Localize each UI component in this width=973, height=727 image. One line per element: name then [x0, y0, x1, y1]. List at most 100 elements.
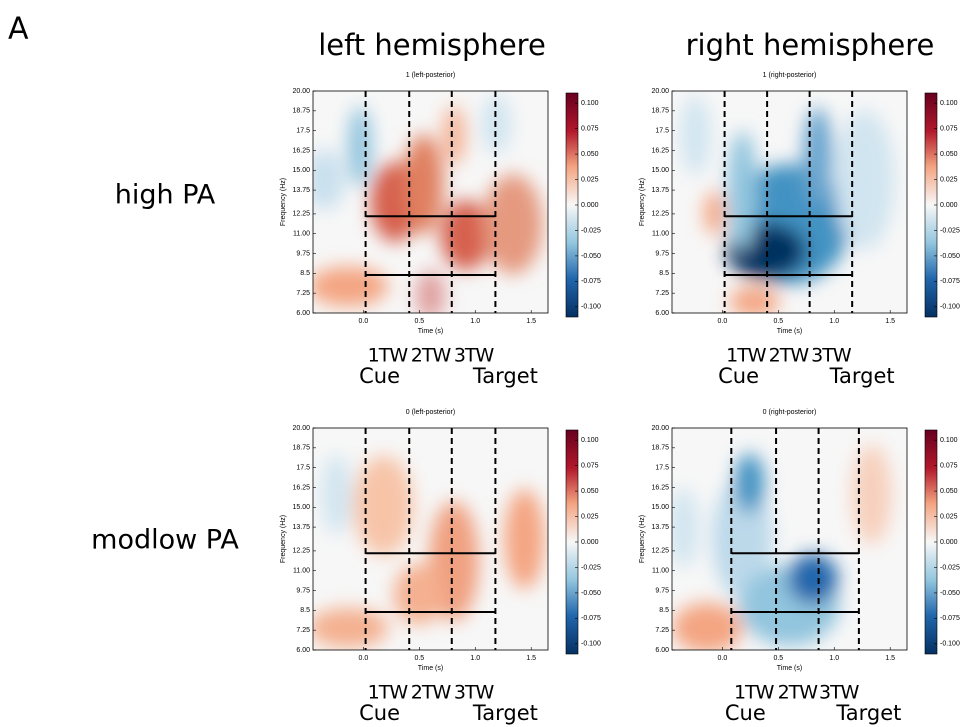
x-tick-label: 0.0	[717, 318, 727, 325]
heatmap	[672, 428, 907, 650]
colorbar-tick-label: 0.000	[581, 539, 599, 546]
y-tick-label: 6.00	[655, 310, 669, 317]
x-tick-label: 1.0	[470, 318, 480, 325]
event-label: Cue	[725, 701, 766, 725]
axes-frame	[312, 427, 549, 651]
y-tick-label: 7.25	[655, 290, 669, 297]
y-tick-label: 8.5	[659, 270, 669, 277]
x-axis-label: Time (s)	[777, 665, 802, 672]
colorbar-tick-label: 0.000	[581, 202, 599, 209]
heatmap	[313, 428, 548, 650]
y-tick-label: 13.75	[651, 524, 669, 531]
y-tick-label: 8.5	[300, 607, 310, 614]
x-tick-label: 0.0	[358, 318, 368, 325]
window-label: 2TW	[411, 682, 452, 704]
colorbar-tick-label: 0.050	[940, 151, 958, 158]
y-tick-label: 15.00	[651, 504, 669, 511]
x-tick-label: 0.5	[773, 318, 783, 325]
x-tick-label: 0.0	[358, 655, 368, 662]
heatmap-blob	[313, 266, 389, 307]
colorbar-tick-label: -0.075	[581, 278, 601, 285]
x-tick-label: 1.0	[829, 655, 839, 662]
colorbar-tick-label: -0.100	[940, 304, 960, 311]
colorbar-tick-label: 0.050	[581, 151, 599, 158]
colorbar-tick-label: -0.025	[940, 227, 960, 234]
window-label: 1TW	[734, 682, 775, 704]
x-tick-label: 0.0	[717, 655, 727, 662]
heatmap-blob	[727, 130, 758, 251]
y-tick-label: 11.00	[293, 568, 310, 575]
y-tick-label: 6.00	[296, 647, 310, 654]
colorbar-tick-label: -0.025	[581, 564, 601, 571]
heatmap	[313, 91, 548, 313]
event-label: Cue	[359, 364, 400, 388]
plot-title: 0 (right-posterior)	[763, 409, 817, 416]
y-tick-label: 6.00	[296, 310, 310, 317]
y-tick-label: 16.25	[651, 147, 669, 154]
heatmap	[672, 91, 907, 313]
axes-frame	[312, 90, 549, 314]
axes-frame	[671, 427, 908, 651]
colorbar-tick-label: 0.025	[581, 513, 599, 520]
y-tick-label: 15.00	[651, 167, 669, 174]
colorbar-tick-label: 0.000	[940, 539, 958, 546]
plot-title: 1 (right-posterior)	[763, 72, 817, 79]
x-tick-label: 1.5	[526, 655, 536, 662]
colorbar-tick-label: -0.075	[581, 615, 601, 622]
y-tick-label: 13.75	[292, 187, 310, 194]
y-tick-label: 7.25	[296, 627, 310, 634]
row-title: high PA	[115, 180, 216, 211]
x-tick-label: 1.5	[885, 318, 895, 325]
heatmap-blobs	[313, 454, 545, 648]
y-tick-label: 20.00	[651, 88, 669, 95]
heatmap-blob	[403, 134, 444, 235]
y-tick-label: 18.75	[292, 445, 310, 452]
heatmap-blob	[313, 607, 389, 648]
y-tick-label: 15.00	[292, 167, 310, 174]
heatmap-blob	[788, 553, 838, 604]
window-label: 3TW	[454, 682, 495, 704]
y-tick-label: 20.00	[292, 425, 310, 432]
heatmap-blob	[729, 286, 780, 313]
y-tick-label: 8.5	[300, 270, 310, 277]
heatmap-blob	[504, 489, 545, 589]
y-tick-label: 11.00	[293, 231, 310, 238]
colorbar-tick-label: -0.025	[581, 227, 601, 234]
plot-title: 1 (left-posterior)	[406, 72, 455, 79]
y-tick-label: 9.75	[296, 587, 310, 594]
colorbar-tick-label: -0.025	[940, 564, 960, 571]
colorbar-tick-label: 0.025	[581, 176, 599, 183]
colorbar-tick-label: 0.075	[581, 125, 599, 132]
colorbar-tick-label: 0.100	[581, 437, 599, 444]
y-tick-label: 13.75	[651, 187, 669, 194]
y-tick-label: 20.00	[292, 88, 310, 95]
heatmap-blob	[712, 479, 773, 599]
y-tick-label: 13.75	[292, 524, 310, 531]
heatmap-blobs	[680, 95, 895, 313]
heatmap-blob	[734, 453, 765, 514]
window-label: 3TW	[811, 345, 852, 367]
heatmap-blob	[313, 149, 345, 210]
y-tick-label: 18.75	[651, 108, 669, 115]
heatmap-blob	[353, 455, 414, 556]
y-tick-label: 6.00	[655, 647, 669, 654]
window-label: 3TW	[454, 345, 495, 367]
colorbar-tick-label: -0.100	[581, 641, 601, 648]
y-tick-label: 9.75	[655, 250, 669, 257]
y-tick-label: 18.75	[651, 445, 669, 452]
y-tick-label: 17.5	[296, 464, 310, 471]
heatmap-blob	[704, 191, 725, 236]
heatmap-blobs	[313, 94, 543, 313]
y-tick-label: 12.25	[292, 211, 310, 218]
colorbar-tick-label: 0.025	[940, 176, 958, 183]
y-axis-label: Frequency (Hz)	[280, 178, 287, 226]
window-label: 3TW	[819, 682, 860, 704]
colorbar-tick-label: 0.050	[581, 488, 599, 495]
y-tick-label: 17.5	[655, 464, 669, 471]
window-label: 2TW	[411, 345, 452, 367]
window-label: 2TW	[769, 345, 810, 367]
event-label: Target	[835, 701, 901, 725]
colorbar-tick-label: -0.050	[581, 253, 601, 260]
y-axis-label: Frequency (Hz)	[280, 515, 287, 563]
event-label: Target	[829, 364, 895, 388]
